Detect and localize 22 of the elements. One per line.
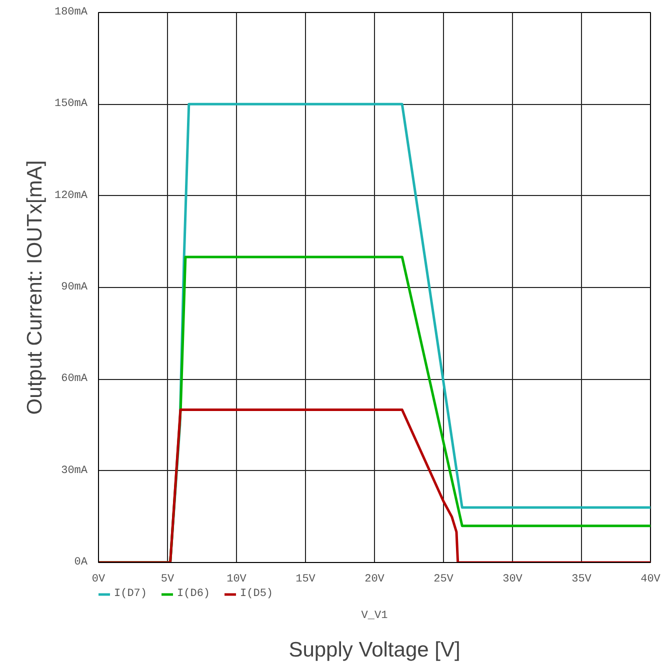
- y-tick-label: 150mA: [54, 98, 88, 110]
- x-tick-label: 0V: [92, 574, 106, 586]
- y-tick-label: 120mA: [54, 190, 88, 202]
- y-tick-label: 60mA: [61, 373, 88, 386]
- x-tick-label: 30V: [502, 574, 523, 586]
- legend-label: I(D7): [114, 588, 148, 600]
- x-tick-label: 40V: [640, 574, 661, 586]
- y-tick-label: 0A: [74, 556, 88, 568]
- y-axis-title: Output Current: IOUTx[mA]: [23, 160, 46, 415]
- y-tick-label: 180mA: [54, 6, 88, 18]
- legend-label: I(D5): [240, 588, 274, 600]
- x-tick-label: 15V: [296, 574, 316, 586]
- x-tick-label: 5V: [160, 574, 174, 586]
- x-axis-title: Supply Voltage [V]: [288, 638, 460, 662]
- y-tick-label: 30mA: [61, 464, 88, 477]
- x-tick-label: 25V: [434, 574, 454, 586]
- legend-label: I(D6): [177, 588, 210, 600]
- x-tick-label: 35V: [572, 574, 592, 586]
- x-tick-label: 20V: [364, 574, 385, 586]
- text: V_V1: [361, 610, 388, 622]
- x-tick-label: 10V: [226, 574, 247, 586]
- y-tick-label: 90mA: [61, 282, 88, 294]
